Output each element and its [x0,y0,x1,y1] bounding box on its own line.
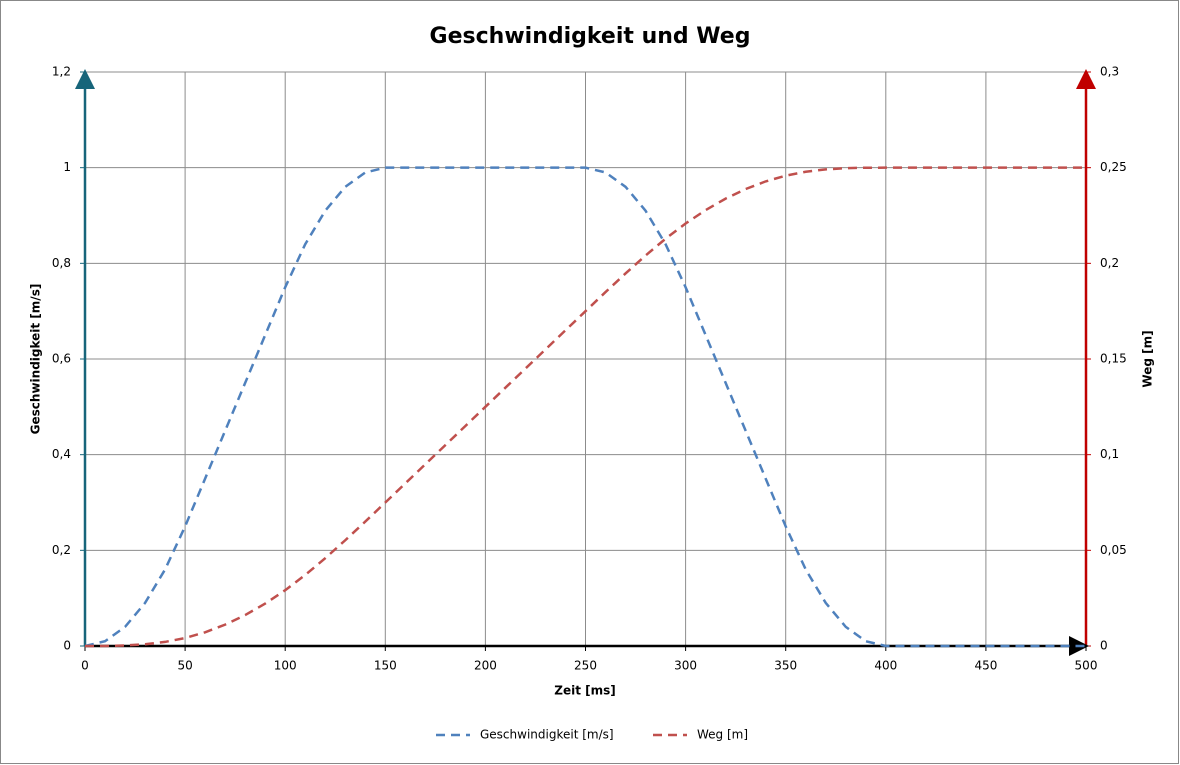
y2-tick-label: 0,15 [1100,352,1127,366]
y2-axis-title: Weg [m] [1141,330,1155,387]
y-tick-label: 0,6 [52,352,71,366]
y-tick-label: 0,4 [52,447,71,461]
y-tick-label: 0 [63,639,71,653]
x-tick-label: 50 [177,659,192,673]
x-tick-label: 100 [274,659,297,673]
data-line [84,166,1086,648]
x-tick-label: 300 [674,659,697,673]
x-tick-label: 150 [374,659,397,673]
chart-title: Geschwindigkeit und Weg [430,24,751,49]
y-tick-label: 0,2 [52,543,71,557]
y2-tick-label: 0,2 [1100,256,1119,270]
y2-tick-label: 0,05 [1100,543,1127,557]
data-line [84,166,1086,648]
y2-tick-label: 0,25 [1100,160,1127,174]
y2-tick-label: 0,3 [1100,65,1119,79]
y-tick-label: 1,2 [52,65,71,79]
x-tick-label: 200 [474,659,497,673]
x-tick-label: 250 [574,659,597,673]
legend-label: Weg [m] [697,728,748,742]
y-tick-label: 0,8 [52,256,71,270]
legend-label: Geschwindigkeit [m/s] [480,728,614,742]
x-tick-label: 450 [974,659,997,673]
x-tick-label: 500 [1075,659,1098,673]
y2-tick-label: 0,1 [1100,447,1119,461]
y2-tick-label: 0 [1100,639,1108,653]
y-axis-title: Geschwindigkeit [m/s] [29,284,43,435]
x-tick-label: 350 [774,659,797,673]
x-tick-label: 0 [81,659,89,673]
y-tick-label: 1 [63,160,71,174]
x-axis-title: Zeit [ms] [554,684,615,698]
x-tick-label: 400 [874,659,897,673]
